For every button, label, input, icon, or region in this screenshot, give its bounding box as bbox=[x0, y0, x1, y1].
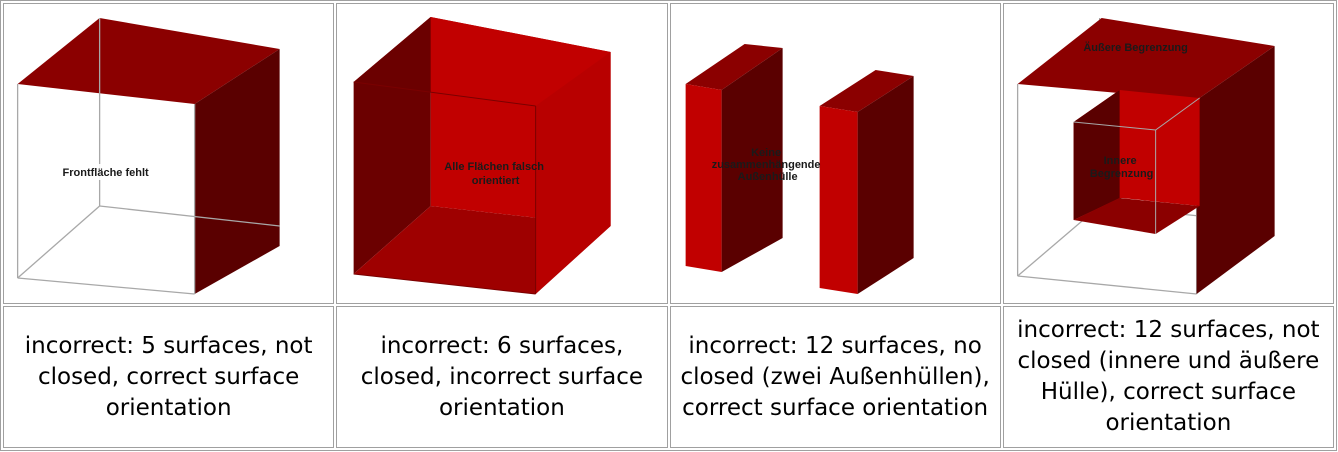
wireframe-edges bbox=[16, 18, 280, 295]
left-block-front bbox=[685, 84, 722, 272]
panel-4-caption-cell: incorrect: 12 surfaces, not closed (inne… bbox=[1002, 306, 1334, 448]
cube-wrong-orientation: Alle Flächen falsch orientiert bbox=[353, 17, 611, 295]
inner-bottom-face bbox=[1073, 198, 1200, 234]
cube-missing-front-face: Frontfläche fehlt bbox=[16, 18, 280, 295]
inner-outer-boundary: Äußere Begrenzung Innere Begrenzung bbox=[1016, 18, 1275, 295]
inner-left-face bbox=[1073, 90, 1120, 220]
panel-1-caption-cell: incorrect: 5 surfaces, not closed, corre… bbox=[3, 306, 335, 448]
right-block-top bbox=[819, 70, 914, 112]
panel-1-caption: incorrect: 5 surfaces, not closed, corre… bbox=[24, 332, 313, 421]
panel-1-image-cell: Frontfläche fehlt bbox=[3, 3, 335, 304]
label-wrong-orientation: Alle Flächen falsch orientiert bbox=[445, 161, 548, 187]
panel-2-caption-cell: incorrect: 6 surfaces, closed, incorrect… bbox=[336, 306, 668, 448]
right-face bbox=[535, 52, 611, 294]
panel-4-image-cell: Äußere Begrenzung Innere Begrenzung bbox=[1002, 3, 1334, 304]
label-no-continuous-shell: Keine zusammenhängende Außenhülle bbox=[711, 147, 823, 183]
panel-2-caption: incorrect: 6 surfaces, closed, incorrect… bbox=[360, 332, 644, 421]
right-block-front bbox=[819, 106, 858, 294]
panel-3-image-cell: Keine zusammenhängende Außenhülle bbox=[669, 3, 1001, 304]
outer-top-face bbox=[1017, 18, 1275, 100]
right-block-side bbox=[857, 76, 914, 294]
panel-2-image-cell: Alle Flächen falsch orientiert bbox=[336, 3, 668, 304]
top-face bbox=[17, 18, 280, 104]
two-separate-shells: Keine zusammenhängende Außenhülle bbox=[685, 44, 914, 294]
outer-right-face bbox=[1196, 46, 1275, 294]
panel-4-caption: incorrect: 12 surfaces, not closed (inne… bbox=[1017, 317, 1320, 436]
left-face bbox=[353, 17, 431, 274]
inner-wireframe bbox=[1073, 97, 1200, 234]
cube-edges bbox=[353, 81, 537, 295]
panel-3-caption: incorrect: 12 surfaces, no closed (zwei … bbox=[680, 332, 990, 421]
right-face bbox=[194, 49, 280, 294]
label-outer-boundary: Äußere Begrenzung bbox=[1083, 41, 1188, 54]
panel-3-caption-cell: incorrect: 12 surfaces, no closed (zwei … bbox=[669, 306, 1001, 448]
label-missing-front: Frontfläche fehlt bbox=[63, 167, 150, 179]
left-block-side bbox=[721, 48, 783, 272]
label-background bbox=[51, 164, 160, 180]
left-block-top bbox=[685, 44, 783, 90]
label-inner-boundary: Innere Begrenzung bbox=[1090, 155, 1154, 180]
